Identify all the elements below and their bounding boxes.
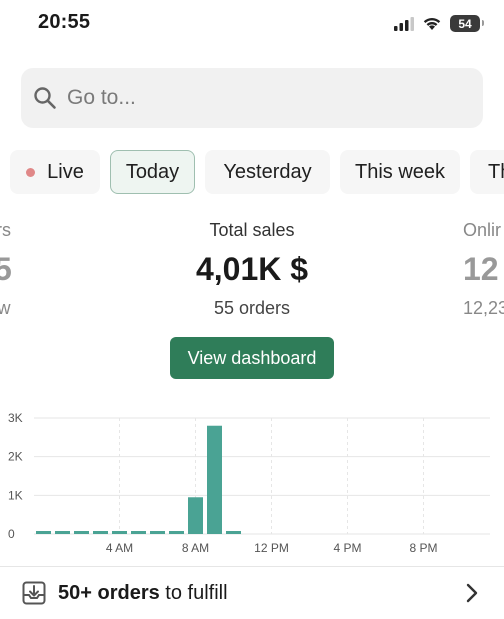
chart-bar <box>93 531 108 534</box>
tab-this-week-label: This week <box>354 160 446 183</box>
chart-bar <box>36 531 51 534</box>
download-box-icon <box>22 581 46 605</box>
x-tick-label: 8 PM <box>409 541 437 555</box>
x-tick-label: 4 PM <box>333 541 361 555</box>
chart-bar <box>55 531 70 534</box>
tab-next-label: Th <box>488 160 504 183</box>
orders-to-fulfill-row[interactable]: 50+ orders to fulfill <box>0 566 504 619</box>
chart-bar <box>207 425 222 534</box>
y-tick-label: 1K <box>8 488 23 502</box>
stat-visitors-label: itors <box>0 220 11 240</box>
stat-online-value: 12 <box>463 251 499 287</box>
tab-today[interactable]: Today <box>110 150 195 194</box>
battery-icon: 54 <box>450 15 484 32</box>
chevron-right-icon <box>466 583 478 603</box>
chart-bar <box>74 531 89 534</box>
tab-next[interactable]: Th <box>470 150 504 194</box>
stat-visitors-value: 15 <box>0 251 12 287</box>
tab-yesterday-label: Yesterday <box>223 160 312 183</box>
x-tick-label: 8 AM <box>182 541 209 555</box>
stat-online-label: Onlir <box>463 220 502 240</box>
chart-bar <box>150 531 165 534</box>
stat-total-sales-sub: 55 orders <box>213 298 291 318</box>
wifi-icon <box>423 17 441 30</box>
x-tick-label: 12 PM <box>254 541 289 555</box>
chart-bar <box>169 531 184 534</box>
chart-bar <box>112 531 127 534</box>
y-tick-label: 0 <box>8 527 15 541</box>
tab-this-week[interactable]: This week <box>340 150 460 194</box>
stat-online[interactable]: Onlir 12 12,23 <box>463 220 504 330</box>
y-tick-label: 3K <box>8 411 23 425</box>
chart-bar <box>131 531 146 534</box>
view-dashboard-button[interactable]: View dashboard <box>170 337 334 379</box>
status-time: 20:55 <box>38 11 91 33</box>
stat-visitors-sub: now <box>0 298 11 318</box>
chart-bar <box>188 497 203 534</box>
x-tick-label: 4 AM <box>106 541 133 555</box>
orders-suffix: to fulfill <box>159 581 228 604</box>
search-placeholder: Go to... <box>67 86 136 109</box>
live-dot-icon <box>26 167 36 177</box>
tab-live-label: Live <box>47 160 84 183</box>
orders-count: 50+ orders <box>58 581 160 604</box>
search-icon <box>34 87 56 109</box>
status-icons: 54 <box>394 15 484 32</box>
tab-yesterday[interactable]: Yesterday <box>205 150 330 194</box>
stat-total-sales[interactable]: Total sales 4,01K $ 55 orders <box>152 220 352 330</box>
stat-total-sales-value: 4,01K $ <box>195 251 309 287</box>
sales-chart: 3K 2K 1K 0 4 AM 8 AM 12 PM 4 PM 8 PM <box>8 411 490 555</box>
stat-total-sales-label: Total sales <box>209 220 295 240</box>
chart-bar <box>226 531 241 534</box>
period-tabs: Live Today Yesterday This week Th <box>0 146 504 198</box>
tab-today-label: Today <box>125 160 180 183</box>
orders-to-fulfill-text: 50+ orders to fulfill <box>58 582 228 605</box>
tab-live[interactable]: Live <box>10 150 100 194</box>
stat-visitors[interactable]: itors 15 now <box>0 220 44 330</box>
y-tick-label: 2K <box>8 450 23 464</box>
search-bar[interactable]: Go to... <box>21 68 483 128</box>
status-bar: 20:55 54 <box>0 0 504 50</box>
stat-online-sub: 12,23 <box>463 298 504 318</box>
battery-level: 54 <box>458 16 472 31</box>
signal-icon <box>394 16 414 31</box>
